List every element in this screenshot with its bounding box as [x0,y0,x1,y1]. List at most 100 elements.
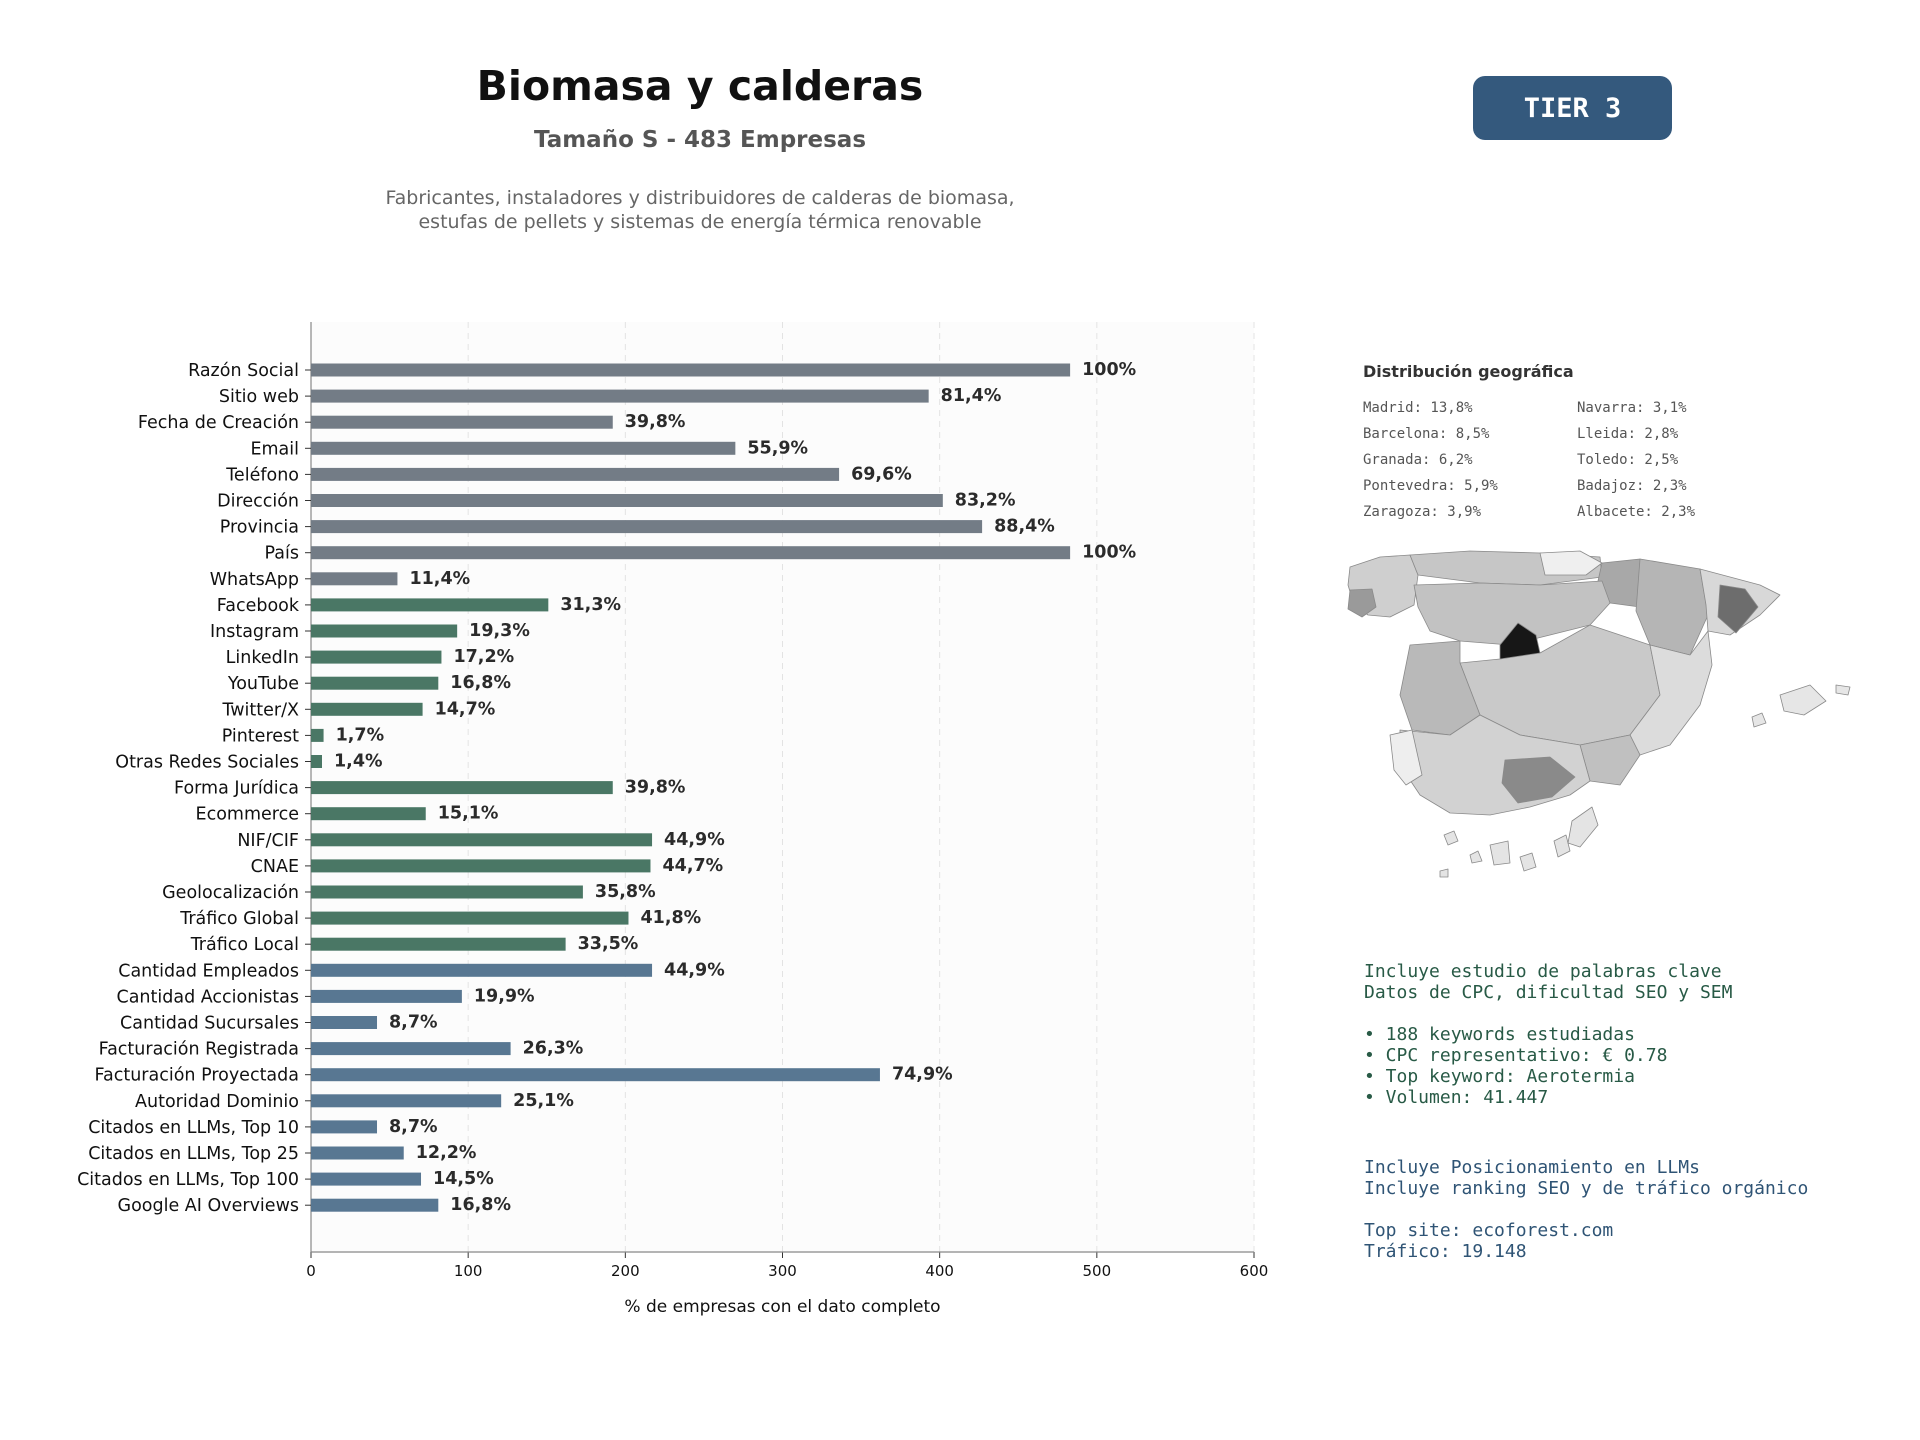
spain-province-map [1347,550,1851,878]
data-label: 39,8% [625,412,686,432]
category-label: Facturación Proyectada [95,1066,299,1086]
geo-item: Granada: 6,2% [1363,452,1473,468]
llm-line: Incluye ranking SEO y de tráfico orgánic… [1364,1178,1809,1199]
bar [311,363,1071,377]
llm-line [1364,1199,1808,1220]
map-region-basque [1539,550,1603,576]
category-label: Razón Social [188,361,299,381]
map-region-canarias-1 [1443,830,1459,846]
bar [311,1198,439,1212]
category-label: Facebook [217,596,300,616]
category-label: Citados en LLMs, Top 25 [88,1144,299,1164]
category-label: Dirección [217,492,299,512]
category-label: Email [250,439,299,459]
bar [311,1068,880,1082]
keywords-line: • Volumen: 41.447 [1364,1087,1549,1108]
bar [311,494,943,507]
category-label: Fecha de Creación [138,413,299,433]
category-label: LinkedIn [226,648,299,668]
description-line-1: Fabricantes, instaladores y distribuidor… [385,187,1015,209]
keywords-line: Incluye estudio de palabras clave [1364,961,1722,982]
geo-item: Barcelona: 8,5% [1363,426,1490,442]
category-label: Ecommerce [196,805,299,825]
bar [311,389,929,403]
category-label: YouTube [227,674,299,694]
bar [311,467,840,481]
keywords-line: • 188 keywords estudiadas [1364,1024,1635,1045]
category-label: Teléfono [225,465,299,485]
map-region-aragon [1635,558,1709,656]
bar [311,546,1071,560]
bar [311,937,566,951]
bar [311,885,583,899]
geo-item: Navarra: 3,1% [1577,400,1687,416]
data-label: 44,9% [664,830,725,850]
map-region-canarias-4 [1519,852,1537,872]
data-label: 8,7% [389,1013,438,1033]
data-label: 1,7% [336,725,385,745]
bar [311,1042,511,1056]
llm-line: Incluye Posicionamiento en LLMs [1364,1157,1700,1178]
data-label: 88,4% [994,517,1055,537]
category-label: Sitio web [219,387,299,407]
data-label: 19,3% [469,621,530,641]
data-label: 19,9% [474,986,535,1006]
keywords-line: • Top keyword: Aerotermia [1364,1066,1635,1087]
keywords-line [1364,1003,1732,1024]
category-label: Tráfico Local [190,935,299,955]
x-tick-label: 500 [1083,1262,1112,1280]
bar [311,1016,378,1029]
data-label: 55,9% [747,438,808,458]
x-tick-label: 400 [925,1262,954,1280]
map-region-granada [1501,756,1576,804]
sector-description: Fabricantes, instaladores y distribuidor… [0,186,1400,234]
map-region-canarias-2 [1469,850,1483,864]
geo-item: Pontevedra: 5,9% [1363,478,1498,494]
bar [311,624,458,638]
data-label: 12,2% [416,1143,477,1163]
x-tick-label: 200 [611,1262,640,1280]
llm-info-block: Incluye Posicionamiento en LLMs Incluye r… [1364,1157,1808,1262]
category-label: Otras Redes Sociales [115,753,299,773]
keywords-info-block: Incluye estudio de palabras clave Datos d… [1364,961,1732,1108]
data-label: 35,8% [595,882,656,902]
category-label: Citados en LLMs, Top 100 [77,1170,299,1190]
bar [311,755,323,768]
map-region-murcia [1579,734,1641,786]
x-tick-label: 600 [1240,1262,1269,1280]
category-label: Geolocalización [162,883,299,903]
page-title: Biomasa y calderas [476,62,924,110]
category-label: Provincia [220,518,299,538]
geo-item: Madrid: 13,8% [1363,400,1473,416]
bar [311,415,613,429]
category-label: CNAE [251,857,299,877]
data-label: 44,7% [662,856,723,876]
data-label: 81,4% [941,386,1002,406]
bar [311,650,442,664]
category-label: Twitter/X [221,700,299,720]
map-region-castilla-leon [1413,580,1611,646]
bar [311,963,653,977]
bar [311,441,736,455]
data-label: 17,2% [453,647,514,667]
map-region-canarias-3 [1489,840,1511,866]
data-label: 39,8% [625,778,686,798]
category-label: Cantidad Sucursales [120,1014,299,1034]
data-label: 26,3% [523,1039,584,1059]
map-region-canarias-7 [1439,868,1449,878]
x-tick-label: 0 [306,1262,316,1280]
data-label: 15,1% [438,804,499,824]
category-label: WhatsApp [210,570,299,590]
geo-item: Badajoz: 2,3% [1577,478,1687,494]
map-region-mallorca [1779,684,1827,716]
bar [311,1172,422,1186]
category-label: País [265,544,299,564]
bar [311,833,653,847]
map-region-ibiza [1751,712,1767,728]
llm-line: Tráfico: 19.148 [1364,1241,1527,1262]
data-label: 100% [1082,543,1136,563]
geo-item: Toledo: 2,5% [1577,452,1679,468]
map-region-pontevedra [1347,588,1377,618]
bar [311,520,983,534]
keywords-line: Datos de CPC, dificultad SEO y SEM [1364,982,1733,1003]
